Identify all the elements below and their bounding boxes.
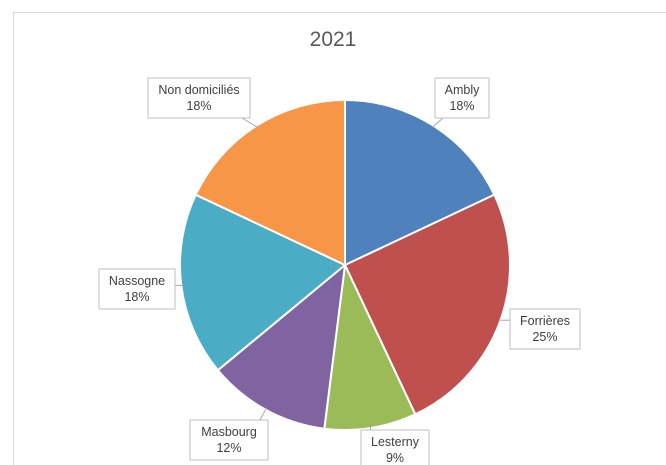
data-label-category: Masbourg (201, 425, 257, 439)
data-label-box (189, 419, 269, 461)
pie-slice-forrieres[interactable] (343, 193, 512, 416)
data-label-box (434, 77, 490, 119)
pie-slice-ambly[interactable] (344, 98, 496, 267)
data-label-category: Nassogne (109, 274, 165, 288)
leader-line (431, 117, 444, 128)
data-label-percent: 18% (186, 99, 211, 113)
chart-title: 2021 (309, 28, 357, 51)
data-label-box (509, 308, 581, 350)
data-label-ambly: Ambly 18% (431, 77, 490, 128)
data-label-category: Lesterny (371, 435, 420, 449)
data-label-percent: 18% (449, 99, 474, 113)
pie-slice-non-domicilies[interactable] (194, 98, 346, 267)
data-label-percent: 18% (124, 290, 149, 304)
data-label-category: Forrières (520, 314, 570, 328)
data-label-lesterny: Lesterny 9% (360, 426, 430, 465)
data-label-nassogne: Nassogne 18% (98, 268, 184, 310)
leader-line (259, 407, 267, 421)
data-label-box (360, 429, 430, 465)
data-label-percent: 12% (216, 441, 241, 455)
data-label-box (147, 77, 251, 119)
data-label-forrieres: Forrières 25% (498, 308, 581, 350)
data-label-percent: 9% (386, 451, 404, 465)
data-label-category: Non domiciliés (158, 83, 239, 97)
data-label-percent: 25% (532, 330, 557, 344)
data-label-masbourg: Masbourg 12% (189, 407, 269, 461)
leader-line (241, 117, 258, 128)
data-label-category: Ambly (445, 83, 480, 97)
data-label-box (98, 268, 176, 310)
data-label-non-domicilies: Non domiciliés 18% (147, 77, 258, 128)
